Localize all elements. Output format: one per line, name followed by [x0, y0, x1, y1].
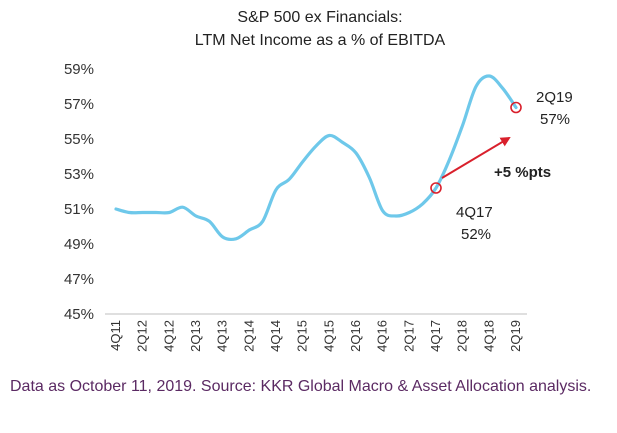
y-tick-label: 59%: [64, 61, 94, 78]
x-tick-label: 4Q15: [321, 320, 336, 352]
source-note: Data as October 11, 2019. Source: KKR Gl…: [10, 378, 592, 395]
data-marker: [510, 101, 522, 114]
annotations: 4Q17 52% 2Q19 57%: [430, 89, 573, 243]
y-tick-label: 51%: [64, 201, 94, 218]
x-tick-label: 4Q13: [215, 320, 230, 352]
chart-subtitle: LTM Net Income as a % of EBITDA: [195, 32, 446, 49]
x-tick-label: 2Q14: [241, 320, 256, 352]
x-tick-label: 4Q12: [161, 320, 176, 352]
x-tick-label: 2Q13: [188, 320, 203, 352]
line-chart: S&P 500 ex Financials: LTM Net Income as…: [64, 9, 573, 352]
y-tick-label: 47%: [64, 271, 94, 288]
series-line: [114, 74, 518, 242]
y-axis: 45% 47% 49% 51% 53% 55% 57% 59%: [64, 61, 94, 323]
x-tick-label: 4Q18: [481, 320, 496, 352]
marker-label-period: 2Q19: [536, 89, 573, 106]
arrow-label: +5 %pts: [494, 164, 551, 181]
marker-label-value: 52%: [461, 226, 491, 243]
y-tick-label: 45%: [64, 306, 94, 323]
marker-label-period: 4Q17: [456, 204, 493, 221]
y-tick-label: 55%: [64, 131, 94, 148]
x-tick-label: 4Q17: [428, 320, 443, 352]
chart-title: S&P 500 ex Financials:: [237, 9, 402, 26]
x-tick-label: 2Q18: [455, 320, 470, 352]
x-tick-label: 4Q11: [108, 320, 123, 351]
y-tick-label: 49%: [64, 236, 94, 253]
y-tick-label: 53%: [64, 166, 94, 183]
x-tick-label: 2Q17: [401, 320, 416, 352]
marker-label-value: 57%: [540, 111, 570, 128]
trend-arrow: [441, 136, 511, 179]
x-axis: 4Q11 2Q12 4Q12 2Q13 4Q13 2Q14 4Q14 2Q15 4Q15 2Q16…: [108, 320, 523, 352]
x-tick-label: 2Q16: [348, 320, 363, 352]
x-tick-label: 4Q14: [268, 320, 283, 352]
x-tick-label: 2Q12: [135, 320, 150, 352]
data-marker: [430, 182, 442, 194]
x-tick-label: 2Q15: [295, 320, 310, 352]
x-tick-label: 2Q19: [508, 320, 523, 352]
y-tick-label: 57%: [64, 96, 94, 113]
x-tick-label: 4Q16: [375, 320, 390, 352]
